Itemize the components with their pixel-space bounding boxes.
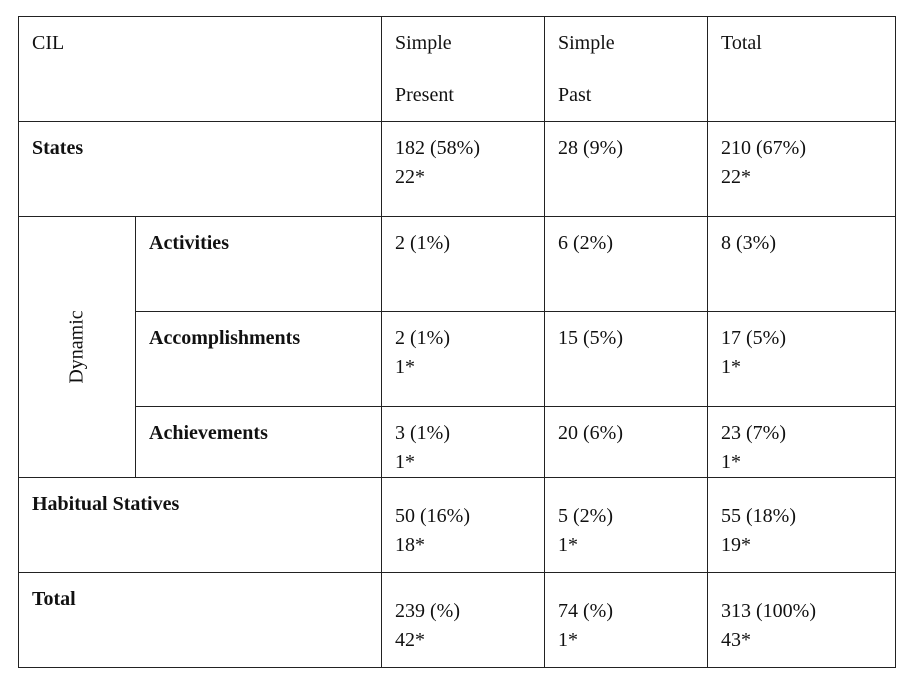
cell-total-total: 313 (100%) 43* [707, 572, 896, 668]
cell-value: 55 (18%) [721, 505, 796, 527]
row-label-accomplishments: Accomplishments [135, 311, 382, 407]
cell-value: 239 (%) [395, 600, 460, 622]
cell-value: 50 (16%) [395, 505, 470, 527]
cell-value: 2 (1%) [395, 327, 450, 349]
table-row-achievements: Achievements 3 (1%) 1* 20 (6%) 23 (7%) 1… [19, 406, 896, 478]
cell-value: 6 (2%) [558, 232, 613, 254]
cell-habitual-present: 50 (16%) 18* [381, 477, 545, 573]
cell-accomplishments-past: 15 (5%) [544, 311, 708, 407]
col-header-line1: Simple [395, 32, 452, 54]
table-row-states: States 182 (58%) 22* 28 (9%) 210 (67%) 2… [18, 121, 896, 217]
col-header-line2: Past [558, 84, 592, 106]
header-row: CIL Simple Present Simple Past Total [18, 16, 896, 122]
cell-value: 74 (%) [558, 600, 613, 622]
cell-footnote-count: 42* [395, 629, 425, 651]
cell-footnote-count: 1* [721, 451, 741, 473]
cell-footnote-count: 22* [721, 166, 751, 188]
cell-footnote-count: 22* [395, 166, 425, 188]
cell-footnote-count: 18* [395, 534, 425, 556]
data-table: CIL Simple Present Simple Past Total Sta… [18, 16, 896, 668]
cell-value: 15 (5%) [558, 327, 623, 349]
cell-achievements-past: 20 (6%) [544, 406, 708, 478]
cell-footnote-count: 1* [558, 629, 578, 651]
row-label-states: States [18, 121, 382, 217]
dynamic-group-label: Dynamic [65, 310, 88, 384]
cell-accomplishments-total: 17 (5%) 1* [707, 311, 896, 407]
cell-habitual-past: 5 (2%) 1* [544, 477, 708, 573]
cell-states-total: 210 (67%) 22* [707, 121, 896, 217]
cell-value: 23 (7%) [721, 422, 786, 444]
cell-value: 28 (9%) [558, 137, 623, 159]
row-label-total: Total [18, 572, 382, 668]
corner-header: CIL [18, 16, 382, 122]
cell-activities-present: 2 (1%) [381, 216, 545, 312]
cell-states-present: 182 (58%) 22* [381, 121, 545, 217]
cell-footnote-count: 1* [721, 356, 741, 378]
dynamic-group-cell: Dynamic [18, 216, 136, 478]
cell-footnote-count: 1* [395, 356, 415, 378]
table-row-accomplishments: Accomplishments 2 (1%) 1* 15 (5%) 17 (5%… [19, 311, 896, 407]
cell-achievements-total: 23 (7%) 1* [707, 406, 896, 478]
col-header-total: Total [707, 16, 896, 122]
cell-habitual-total: 55 (18%) 19* [707, 477, 896, 573]
cell-footnote-count: 1* [395, 451, 415, 473]
col-header-line1: Total [721, 32, 762, 54]
row-label-habitual: Habitual Statives [18, 477, 382, 573]
cell-value: 182 (58%) [395, 137, 480, 159]
table-row-activities: Dynamic Activities 2 (1%) 6 (2%) 8 (3%) [18, 216, 896, 478]
cell-footnote-count: 1* [558, 534, 578, 556]
col-header-line1: Simple [558, 32, 615, 54]
cell-activities-total: 8 (3%) [707, 216, 896, 312]
corner-label: CIL [32, 32, 65, 54]
cell-total-past: 74 (%) 1* [544, 572, 708, 668]
cell-total-present: 239 (%) 42* [381, 572, 545, 668]
row-label-achievements: Achievements [135, 406, 382, 478]
col-header-line2: Present [395, 84, 454, 106]
cell-value: 17 (5%) [721, 327, 786, 349]
cell-states-past: 28 (9%) [544, 121, 708, 217]
cell-value: 210 (67%) [721, 137, 806, 159]
cell-value: 5 (2%) [558, 505, 613, 527]
row-label-activities: Activities [135, 216, 382, 312]
cell-footnote-count: 19* [721, 534, 751, 556]
col-header-present: Simple Present [381, 16, 545, 122]
cell-value: 313 (100%) [721, 600, 816, 622]
table-row-total: Total 239 (%) 42* 74 (%) 1* 313 (100%) 4… [18, 572, 896, 668]
cell-value: 8 (3%) [721, 232, 776, 254]
col-header-past: Simple Past [544, 16, 708, 122]
cell-footnote-count: 43* [721, 629, 751, 651]
table-row-habitual: Habitual Statives 50 (16%) 18* 5 (2%) 1*… [18, 477, 896, 573]
cell-activities-past: 6 (2%) [544, 216, 708, 312]
cell-value: 3 (1%) [395, 422, 450, 444]
cell-value: 2 (1%) [395, 232, 450, 254]
cell-value: 20 (6%) [558, 422, 623, 444]
cell-achievements-present: 3 (1%) 1* [381, 406, 545, 478]
cell-accomplishments-present: 2 (1%) 1* [381, 311, 545, 407]
